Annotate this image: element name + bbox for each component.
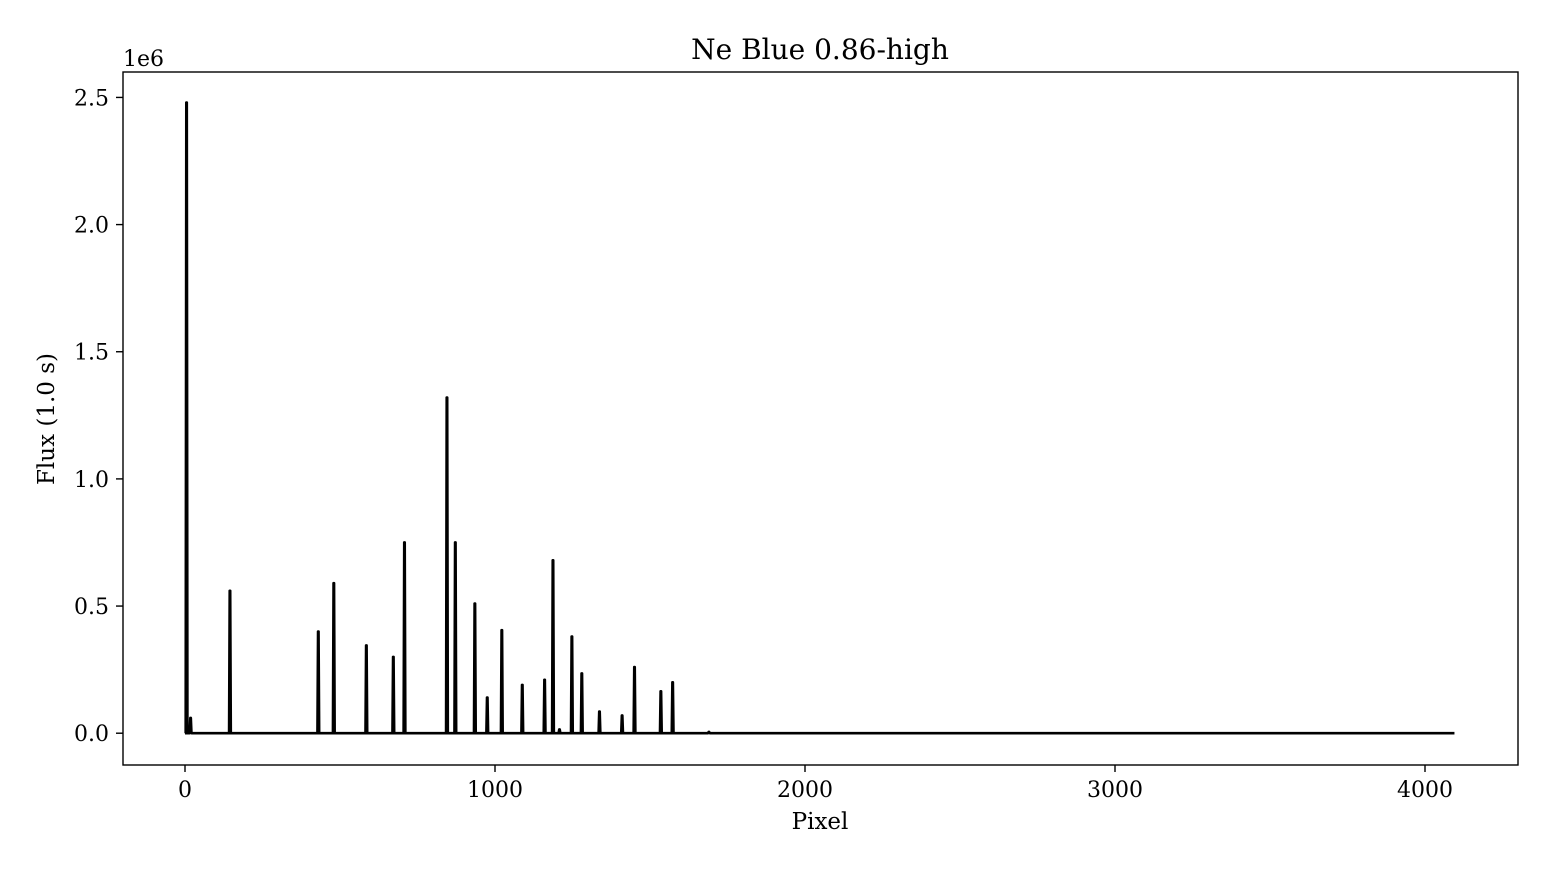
plot-frame — [122, 71, 1519, 766]
x-axis: 0 1000 2000 3000 4000 — [178, 765, 1453, 803]
y-axis: 0.0 0.5 1.0 1.5 2.0 2.5 — [74, 86, 123, 747]
x-tick-label: 2000 — [777, 778, 833, 803]
plot-area — [184, 101, 1455, 735]
x-tick-label: 0 — [178, 778, 192, 803]
y-offset-label: 1e6 — [123, 47, 164, 72]
x-tick-label: 3000 — [1087, 778, 1143, 803]
y-tick-label: 1.5 — [74, 341, 109, 366]
x-tick-label: 1000 — [467, 778, 523, 803]
y-tick-label: 1.0 — [74, 468, 109, 493]
y-tick-label: 0.0 — [74, 722, 109, 747]
x-tick-label: 4000 — [1397, 778, 1453, 803]
chart-title: Ne Blue 0.86-high — [691, 33, 949, 66]
y-tick-label: 2.0 — [74, 214, 109, 239]
y-axis-label: Flux (1.0 s) — [34, 353, 60, 485]
spectrum-line — [184, 101, 1455, 735]
y-tick-label: 0.5 — [74, 595, 109, 620]
x-axis-label: Pixel — [792, 809, 849, 835]
y-tick-label: 2.5 — [74, 86, 109, 111]
